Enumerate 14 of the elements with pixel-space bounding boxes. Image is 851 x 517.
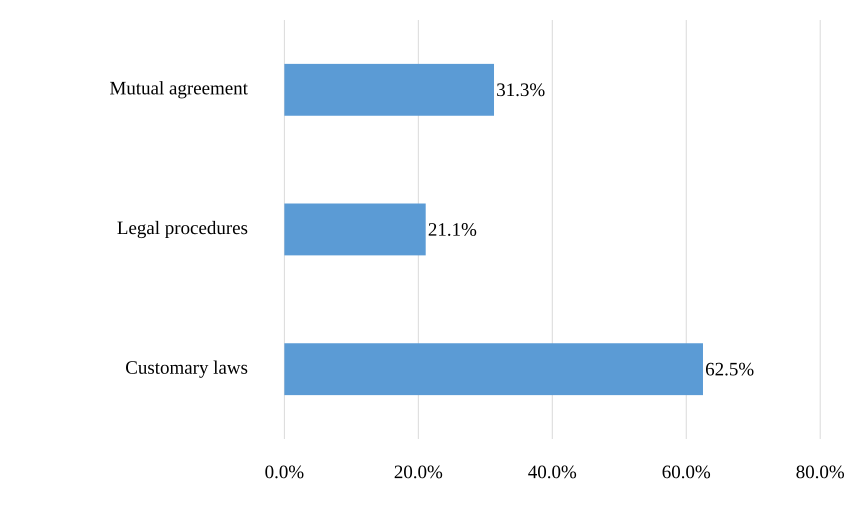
x-tick-label: 80.0% <box>796 466 844 478</box>
data-label: 31.3% <box>497 83 545 96</box>
bar <box>284 64 494 116</box>
y-tick-label: Mutual agreement <box>110 81 248 98</box>
x-tick-label: 0.0% <box>265 466 304 478</box>
data-label: 62.5% <box>706 362 754 376</box>
bar <box>284 204 426 256</box>
bar <box>284 343 703 396</box>
y-tick-label: Customary laws <box>126 360 248 378</box>
x-tick-label: 20.0% <box>394 466 442 478</box>
y-tick-label: Legal procedures <box>117 220 248 238</box>
data-label: 21.1% <box>428 223 476 236</box>
x-tick-label: 40.0% <box>528 466 576 478</box>
x-tick-label: 60.0% <box>662 466 710 478</box>
